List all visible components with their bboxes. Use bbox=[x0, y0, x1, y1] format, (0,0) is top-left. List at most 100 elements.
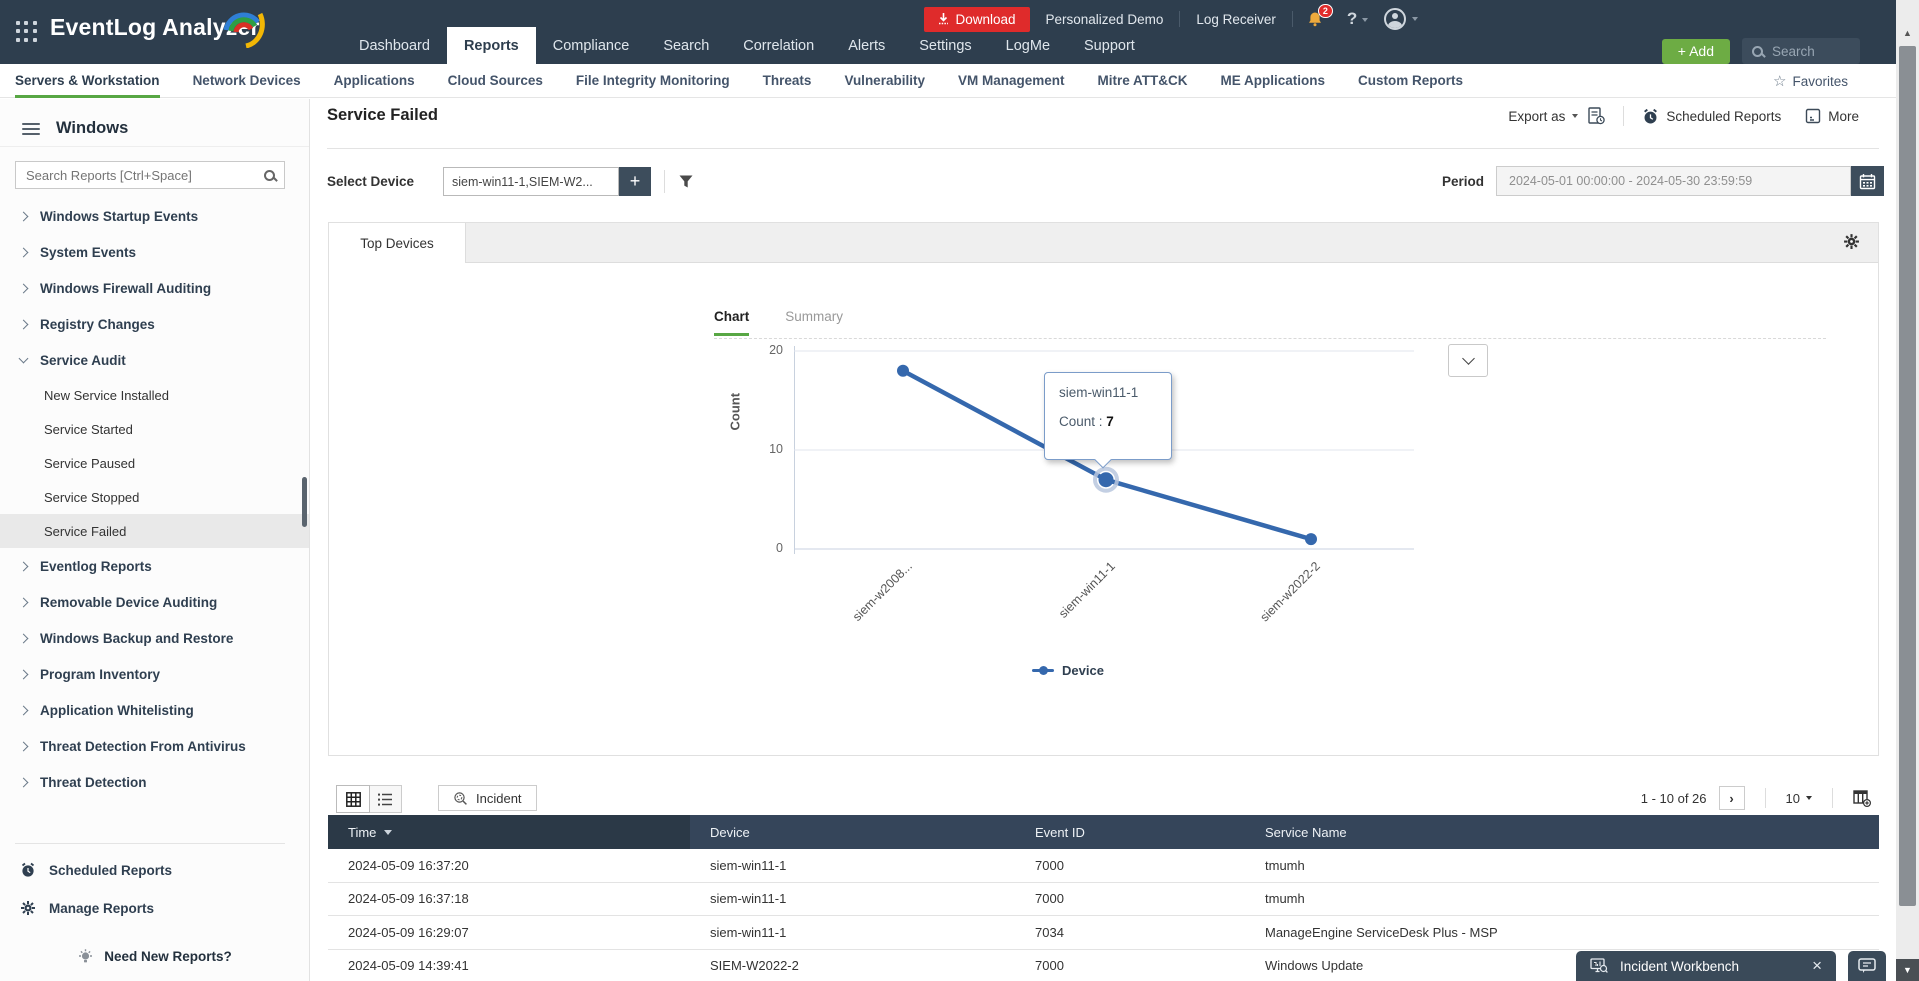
subnav-applications[interactable]: Applications bbox=[333, 73, 415, 88]
sidebar-item-service-paused[interactable]: Service Paused bbox=[44, 455, 136, 471]
panel-settings-gear-icon[interactable] bbox=[1843, 233, 1860, 250]
sidebar-item-new-service-installed[interactable]: New Service Installed bbox=[44, 387, 169, 403]
search-icon[interactable] bbox=[264, 169, 275, 181]
scheduled-reports-button[interactable]: Scheduled Reports bbox=[1642, 108, 1781, 125]
sidebar-item-threat-detection[interactable]: Threat Detection bbox=[0, 764, 309, 800]
column-header-device[interactable]: Device bbox=[690, 815, 1015, 849]
sidebar-item-windows-startup-events[interactable]: Windows Startup Events bbox=[0, 198, 309, 234]
sidebar-item-windows-firewall-auditing[interactable]: Windows Firewall Auditing bbox=[0, 270, 309, 306]
grid-view-button[interactable] bbox=[336, 785, 370, 813]
scroll-down-icon[interactable]: ▼ bbox=[1896, 959, 1919, 981]
incident-workbench-bar[interactable]: Incident Workbench × bbox=[1576, 951, 1836, 981]
sidebar-item-removable-device-auditing[interactable]: Removable Device Auditing bbox=[0, 584, 309, 620]
subnav-file-integrity-monitoring[interactable]: File Integrity Monitoring bbox=[575, 73, 730, 88]
subnav-vulnerability[interactable]: Vulnerability bbox=[844, 73, 925, 88]
y-tick-0: 0 bbox=[776, 541, 783, 555]
subnav-network-devices[interactable]: Network Devices bbox=[192, 73, 301, 88]
period-field[interactable]: 2024-05-01 00:00:00 - 2024-05-30 23:59:5… bbox=[1496, 166, 1851, 196]
column-label: Device bbox=[710, 824, 750, 840]
sidebar-item-program-inventory[interactable]: Program Inventory bbox=[0, 656, 309, 692]
add-device-button[interactable]: + bbox=[619, 167, 651, 196]
personalized-demo-link[interactable]: Personalized Demo bbox=[1045, 11, 1164, 27]
next-page-button[interactable]: › bbox=[1718, 786, 1745, 810]
need-new-reports-link[interactable]: Need New Reports? bbox=[0, 948, 309, 965]
notifications-button[interactable]: 2 bbox=[1293, 3, 1337, 28]
chart-legend[interactable]: Device bbox=[1032, 663, 1104, 678]
sidebar-item-windows-backup-and-restore[interactable]: Windows Backup and Restore bbox=[0, 620, 309, 656]
subnav-servers-workstation[interactable]: Servers & Workstation bbox=[15, 64, 160, 98]
export-schedule-icon[interactable] bbox=[1588, 107, 1606, 125]
report-search-input[interactable] bbox=[16, 167, 264, 183]
app-switcher-icon[interactable] bbox=[16, 21, 38, 43]
column-header-time[interactable]: Time bbox=[328, 815, 690, 849]
more-button[interactable]: More bbox=[1805, 108, 1859, 124]
chat-button[interactable] bbox=[1848, 951, 1886, 981]
cell-event-id: 7034 bbox=[1035, 924, 1064, 940]
sidebar-item-eventlog-reports[interactable]: Eventlog Reports bbox=[0, 548, 309, 584]
table-row[interactable]: 2024-05-09 16:37:18 siem-win11-1 7000 tm… bbox=[328, 882, 1879, 916]
add-button[interactable]: + Add bbox=[1661, 38, 1730, 64]
close-icon[interactable]: × bbox=[1812, 956, 1822, 975]
sidebar-item-application-whitelisting[interactable]: Application Whitelisting bbox=[0, 692, 309, 728]
subnav-me-applications[interactable]: ME Applications bbox=[1220, 73, 1326, 88]
tab-summary[interactable]: Summary bbox=[785, 309, 844, 324]
page-size-dropdown[interactable]: 10 bbox=[1786, 791, 1812, 806]
tab-logme[interactable]: LogMe bbox=[1005, 37, 1051, 54]
manage-columns-icon[interactable] bbox=[1853, 789, 1871, 807]
scroll-up-icon[interactable]: ▲ bbox=[1903, 28, 1912, 38]
log-receiver-link[interactable]: Log Receiver bbox=[1196, 11, 1276, 27]
sidebar-item-service-stopped[interactable]: Service Stopped bbox=[44, 489, 140, 505]
scrollbar-thumb[interactable] bbox=[1899, 46, 1916, 906]
list-view-button[interactable] bbox=[369, 786, 401, 812]
tab-compliance[interactable]: Compliance bbox=[552, 37, 630, 54]
sidebar-item-service-audit[interactable]: Service Audit bbox=[0, 342, 309, 378]
chevron-right-icon bbox=[18, 777, 29, 787]
tab-search[interactable]: Search bbox=[663, 37, 710, 54]
events-table: Time Device Event ID Service Name 2024-0… bbox=[328, 815, 1879, 981]
line-chart[interactable] bbox=[794, 341, 1414, 561]
calendar-button[interactable] bbox=[1851, 166, 1884, 196]
device-select-input[interactable] bbox=[444, 168, 618, 195]
subnav-custom-reports[interactable]: Custom Reports bbox=[1358, 73, 1464, 88]
help-button[interactable]: ? bbox=[1337, 9, 1378, 29]
download-button[interactable]: Download bbox=[924, 6, 1030, 32]
sidebar-item-registry-changes[interactable]: Registry Changes bbox=[0, 306, 309, 342]
tooltip-count-label: Count : bbox=[1059, 414, 1107, 429]
tab-support[interactable]: Support bbox=[1084, 37, 1135, 54]
tab-top-devices[interactable]: Top Devices bbox=[329, 223, 466, 263]
user-avatar[interactable] bbox=[1384, 8, 1406, 30]
table-row[interactable]: 2024-05-09 16:37:20 siem-win11-1 7000 tm… bbox=[328, 849, 1879, 883]
menu-icon[interactable] bbox=[22, 122, 40, 135]
tab-alerts[interactable]: Alerts bbox=[848, 37, 886, 54]
tab-correlation[interactable]: Correlation bbox=[743, 37, 815, 54]
sidebar-item-label: Service Audit bbox=[40, 352, 126, 368]
filter-icon[interactable] bbox=[678, 174, 694, 190]
tab-dashboard[interactable]: Dashboard bbox=[359, 37, 430, 54]
column-header-event-id[interactable]: Event ID bbox=[1015, 815, 1245, 849]
column-header-service-name[interactable]: Service Name bbox=[1245, 815, 1879, 849]
chart-type-dropdown[interactable] bbox=[1448, 344, 1488, 377]
export-as-button[interactable]: Export as bbox=[1508, 109, 1579, 124]
subnav-vm-management[interactable]: VM Management bbox=[957, 73, 1065, 88]
sidebar-resize-handle[interactable] bbox=[302, 477, 307, 527]
bell-icon bbox=[1308, 12, 1321, 26]
sidebar-item-threat-detection-from-antivirus[interactable]: Threat Detection From Antivirus bbox=[0, 728, 309, 764]
manage-reports-link[interactable]: Manage Reports bbox=[0, 889, 309, 927]
subnav-threats[interactable]: Threats bbox=[762, 73, 812, 88]
page-scrollbar[interactable]: ▲ ▼ bbox=[1896, 0, 1919, 981]
sidebar-item-label: Windows Firewall Auditing bbox=[40, 280, 212, 296]
table-row[interactable]: 2024-05-09 16:29:07 siem-win11-1 7034 Ma… bbox=[328, 916, 1879, 950]
subnav-cloud-sources[interactable]: Cloud Sources bbox=[447, 73, 543, 88]
sidebar-item-service-started[interactable]: Service Started bbox=[44, 421, 133, 437]
favorites-button[interactable]: ☆ Favorites bbox=[1773, 64, 1848, 98]
incident-button[interactable]: Incident bbox=[438, 785, 537, 811]
tab-chart[interactable]: Chart bbox=[714, 309, 750, 336]
sidebar-item-system-events[interactable]: System Events bbox=[0, 234, 309, 270]
tab-settings[interactable]: Settings bbox=[919, 37, 972, 54]
sidebar-item-service-failed[interactable]: Service Failed bbox=[0, 514, 309, 548]
scheduled-reports-link[interactable]: Scheduled Reports bbox=[0, 851, 309, 889]
tab-reports[interactable]: Reports bbox=[446, 27, 536, 64]
subnav-mitre-attck[interactable]: Mitre ATT&CK bbox=[1097, 73, 1188, 88]
global-search-box[interactable]: Search bbox=[1742, 38, 1860, 64]
